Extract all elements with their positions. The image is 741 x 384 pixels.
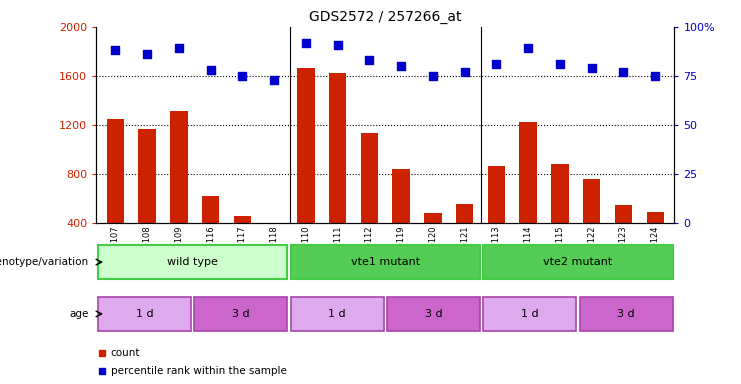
Bar xyxy=(265,223,283,272)
Point xyxy=(236,73,248,79)
Bar xyxy=(297,68,315,272)
Point xyxy=(364,57,376,63)
Text: genotype/variation: genotype/variation xyxy=(0,257,89,267)
Bar xyxy=(361,133,378,272)
Point xyxy=(522,45,534,51)
Bar xyxy=(290,245,480,279)
Bar xyxy=(194,297,288,331)
Bar xyxy=(646,212,664,272)
Point xyxy=(459,69,471,75)
Bar xyxy=(456,204,473,272)
Text: vte2 mutant: vte2 mutant xyxy=(543,257,613,267)
Bar xyxy=(387,297,480,331)
Point xyxy=(617,69,629,75)
Bar xyxy=(551,164,568,272)
Bar xyxy=(424,213,442,272)
Bar xyxy=(488,166,505,272)
Text: 1 d: 1 d xyxy=(328,309,346,319)
Point xyxy=(173,45,185,51)
Text: vte1 mutant: vte1 mutant xyxy=(350,257,420,267)
Bar xyxy=(483,297,576,331)
Text: wild type: wild type xyxy=(167,257,218,267)
Text: 3 d: 3 d xyxy=(617,309,635,319)
Bar xyxy=(139,129,156,272)
Bar xyxy=(98,245,288,279)
Text: count: count xyxy=(111,348,140,358)
Bar xyxy=(519,122,537,272)
Bar xyxy=(202,196,219,272)
Point xyxy=(427,73,439,79)
Bar xyxy=(233,216,251,272)
Point xyxy=(491,61,502,67)
Point xyxy=(142,51,153,57)
Bar xyxy=(329,73,346,272)
Bar xyxy=(579,297,673,331)
Point xyxy=(649,73,661,79)
Bar xyxy=(583,179,600,272)
Text: 3 d: 3 d xyxy=(425,309,442,319)
Point xyxy=(554,61,566,67)
Bar xyxy=(290,297,384,331)
Point xyxy=(586,65,598,71)
Text: percentile rank within the sample: percentile rank within the sample xyxy=(111,366,287,376)
Point xyxy=(395,63,407,69)
Point xyxy=(205,67,216,73)
Bar xyxy=(107,119,124,272)
Text: 3 d: 3 d xyxy=(232,309,250,319)
Text: 1 d: 1 d xyxy=(521,309,539,319)
Title: GDS2572 / 257266_at: GDS2572 / 257266_at xyxy=(309,10,462,25)
Point xyxy=(332,41,344,48)
Text: age: age xyxy=(70,309,89,319)
Point xyxy=(300,40,312,46)
Bar xyxy=(483,245,673,279)
Bar xyxy=(170,111,187,272)
Bar xyxy=(615,205,632,272)
Text: 1 d: 1 d xyxy=(136,309,153,319)
Point xyxy=(110,47,122,53)
Bar xyxy=(98,297,191,331)
Point xyxy=(268,77,280,83)
Bar xyxy=(393,169,410,272)
